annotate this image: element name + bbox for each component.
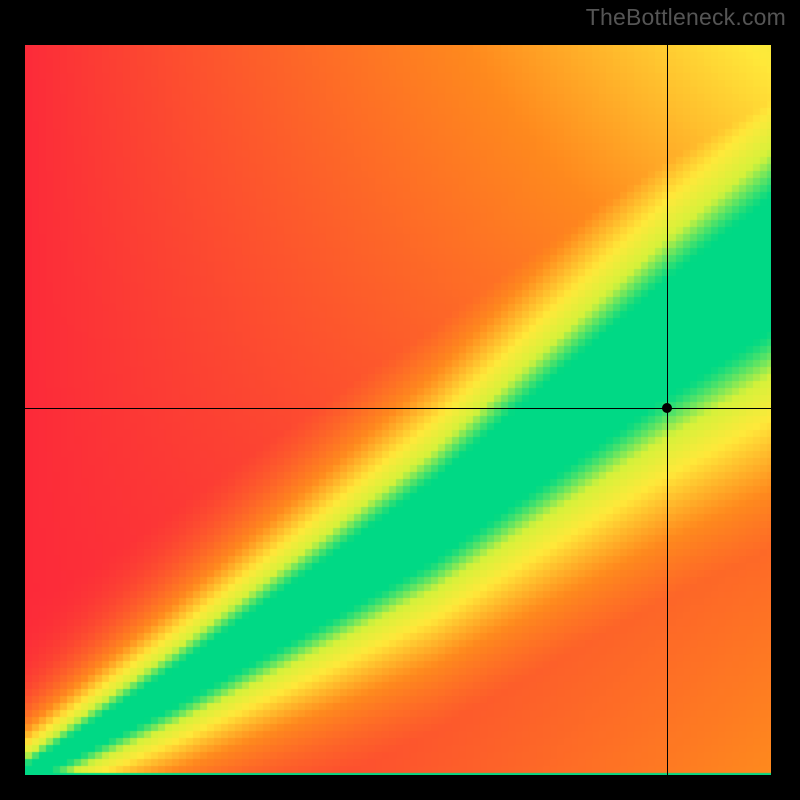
- watermark-text: TheBottleneck.com: [586, 4, 786, 31]
- heatmap-canvas: [25, 45, 771, 775]
- crosshair-horizontal: [25, 408, 771, 409]
- plot-area: [25, 45, 771, 775]
- chart-container: TheBottleneck.com: [0, 0, 800, 800]
- crosshair-marker: [662, 403, 672, 413]
